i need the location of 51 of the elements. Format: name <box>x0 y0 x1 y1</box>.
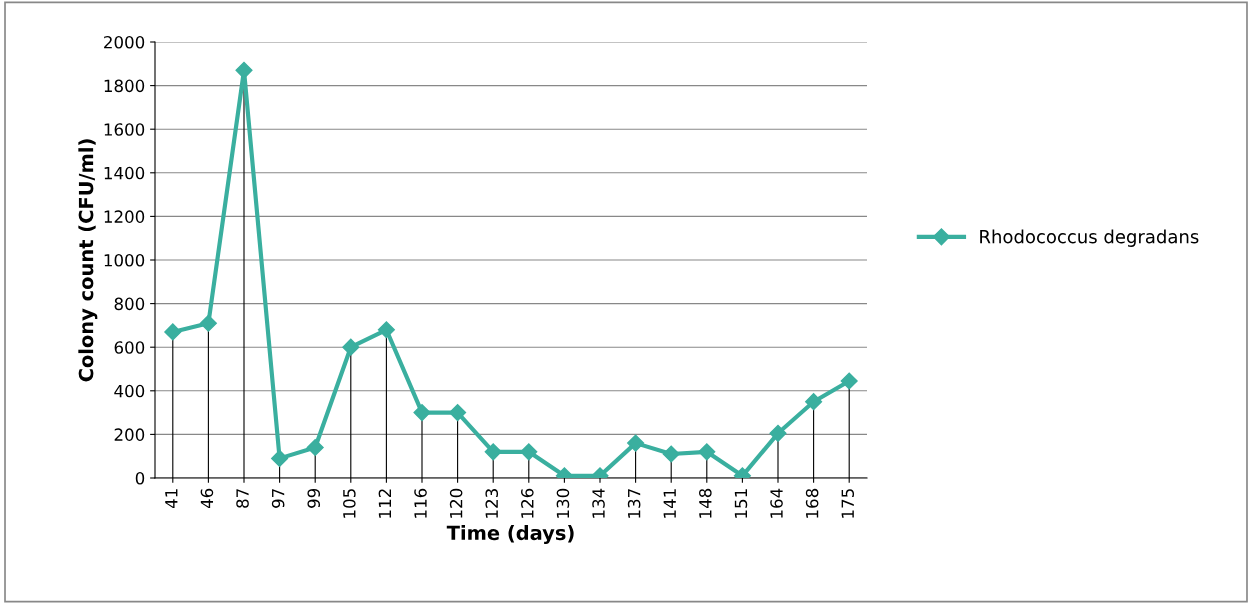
point <box>840 372 858 390</box>
point <box>484 443 502 461</box>
x-tick-label: 130 <box>556 488 570 518</box>
point <box>413 404 431 422</box>
x-tick-label: 116 <box>414 488 427 518</box>
x-tick-label: 97 <box>271 489 285 508</box>
x-tick-label: 164 <box>770 488 783 518</box>
point <box>377 321 395 339</box>
point <box>662 445 680 463</box>
x-tick-label: 46 <box>200 488 214 509</box>
x-tick-label: 123 <box>485 489 499 518</box>
y-tick-label: 200 <box>114 428 145 441</box>
y-tick-label: 2000 <box>104 35 145 49</box>
x-tick-label: 87 <box>236 489 249 508</box>
point <box>449 404 467 422</box>
x-tick-label: 175 <box>841 489 855 518</box>
point <box>271 449 289 467</box>
x-tick-label: 168 <box>805 488 819 518</box>
point <box>342 338 360 356</box>
x-tick-label: 134 <box>592 488 605 518</box>
y-tick-label: 400 <box>114 384 145 398</box>
point <box>805 393 823 411</box>
y-tick-label: 600 <box>114 341 145 354</box>
y-tick-label: 800 <box>114 297 145 311</box>
y-tick-label: 1600 <box>104 123 145 136</box>
point <box>235 61 253 79</box>
x-tick-label: 141 <box>663 489 676 518</box>
point <box>520 443 538 461</box>
y-tick-label: 1400 <box>104 166 145 180</box>
x-axis-title: Time (days) <box>446 525 574 545</box>
point <box>164 323 182 341</box>
point <box>769 424 787 442</box>
point <box>698 443 716 461</box>
x-tick-label: 126 <box>521 488 534 518</box>
x-tick-label: 105 <box>343 489 356 518</box>
point <box>199 314 217 332</box>
x-tick-label: 148 <box>699 488 712 518</box>
y-tick-label: 0 <box>135 471 145 485</box>
point <box>627 434 645 452</box>
point <box>306 438 324 457</box>
legend-label: Rhodococcus degradans <box>980 229 1199 247</box>
y-tick-label: 1000 <box>104 253 145 267</box>
x-tick-label: 112 <box>378 489 391 518</box>
y-tick-label: 1800 <box>104 79 145 93</box>
x-tick-label: 137 <box>627 489 641 518</box>
x-tick-label: 99 <box>307 488 321 508</box>
x-tick-label: 151 <box>734 489 748 518</box>
y-axis-title: Colony count (CFU/ml) <box>78 139 98 382</box>
y-tick-label: 1200 <box>104 210 145 223</box>
x-tick-label: 41 <box>165 489 178 509</box>
x-tick-label: 120 <box>449 488 463 518</box>
